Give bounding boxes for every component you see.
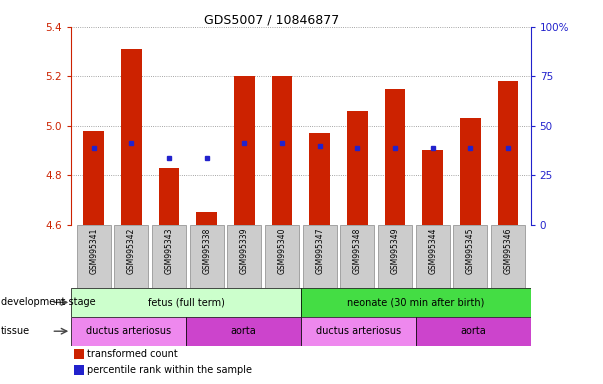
Bar: [453, 225, 487, 288]
Text: GSM995340: GSM995340: [277, 227, 286, 274]
Bar: [71, 317, 186, 346]
Bar: [301, 288, 531, 317]
Bar: [272, 76, 292, 225]
Bar: [416, 225, 450, 288]
Bar: [341, 225, 374, 288]
Text: percentile rank within the sample: percentile rank within the sample: [87, 365, 253, 375]
Text: neonate (30 min after birth): neonate (30 min after birth): [347, 297, 484, 308]
Text: GSM995339: GSM995339: [240, 227, 249, 274]
Text: GSM995345: GSM995345: [466, 227, 475, 274]
Bar: [460, 118, 481, 225]
Text: GSM995342: GSM995342: [127, 227, 136, 273]
Text: ductus arteriosus: ductus arteriosus: [86, 326, 171, 336]
Bar: [115, 225, 148, 288]
Bar: [347, 111, 368, 225]
Text: GSM995343: GSM995343: [165, 227, 174, 274]
Bar: [77, 225, 111, 288]
Text: GDS5007 / 10846877: GDS5007 / 10846877: [204, 13, 339, 26]
Bar: [303, 225, 336, 288]
Bar: [491, 225, 525, 288]
Bar: [71, 288, 301, 317]
Text: GSM995349: GSM995349: [391, 227, 400, 274]
Bar: [227, 225, 261, 288]
Text: aorta: aorta: [460, 326, 486, 336]
Bar: [301, 317, 415, 346]
Text: GSM995347: GSM995347: [315, 227, 324, 274]
Bar: [190, 225, 224, 288]
Text: GSM995348: GSM995348: [353, 227, 362, 273]
Text: GSM995341: GSM995341: [89, 227, 98, 273]
Text: GSM995338: GSM995338: [202, 227, 211, 273]
Bar: [416, 317, 531, 346]
Text: transformed count: transformed count: [87, 349, 178, 359]
Bar: [197, 212, 217, 225]
Text: fetus (full term): fetus (full term): [148, 297, 224, 308]
Bar: [497, 81, 519, 225]
Bar: [186, 317, 301, 346]
Bar: [265, 225, 299, 288]
Text: ductus arteriosus: ductus arteriosus: [316, 326, 401, 336]
Text: GSM995344: GSM995344: [428, 227, 437, 274]
Bar: [378, 225, 412, 288]
Bar: [83, 131, 104, 225]
Bar: [152, 225, 186, 288]
Text: development stage: development stage: [1, 297, 95, 308]
Bar: [159, 168, 180, 225]
Bar: [309, 133, 330, 225]
Bar: [234, 76, 254, 225]
Bar: [385, 89, 405, 225]
Text: aorta: aorta: [230, 326, 256, 336]
Text: GSM995346: GSM995346: [504, 227, 513, 274]
Text: tissue: tissue: [1, 326, 30, 336]
Bar: [422, 151, 443, 225]
Bar: [121, 49, 142, 225]
